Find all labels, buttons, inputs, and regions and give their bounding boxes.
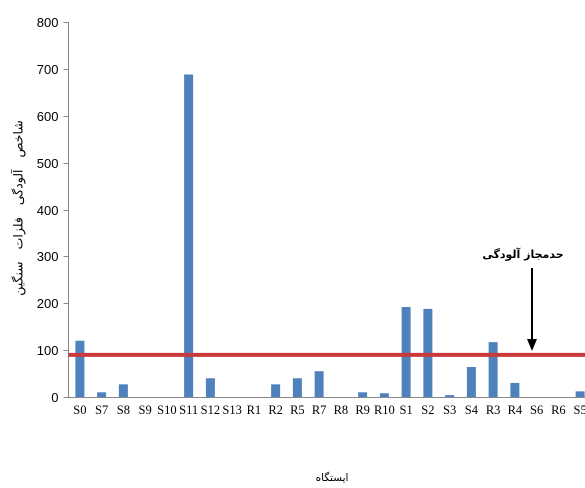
x-tick-label: R3 [486,403,501,417]
y-tick-label: 800 [37,15,59,30]
reference-arrow [527,268,537,351]
bar-r4 [510,382,520,397]
y-tick-label: 200 [37,296,59,311]
x-tick-label: S1 [400,403,413,417]
x-tick-label: S9 [139,403,152,417]
x-tick-label: S6 [530,403,543,417]
bar-r7 [314,371,324,397]
arrow-head-icon [527,339,537,351]
bar-s8 [118,384,128,397]
x-tick-label: R4 [508,403,523,417]
y-tick-label: 700 [37,62,59,77]
x-tick-label: S12 [201,403,220,417]
y-tick-label: 600 [37,109,59,124]
bar-s5 [575,391,585,397]
x-tick-label: R9 [355,403,370,417]
x-tick-label: S0 [73,403,86,417]
x-tick-label: S8 [117,403,130,417]
x-tick-label: R6 [551,403,566,417]
bar-s1 [401,307,411,397]
y-tick-label: 500 [37,156,59,171]
x-axis-title: ایستگاه [316,471,349,484]
bar-s0 [75,340,85,397]
bar-r2 [271,384,281,397]
y-axis-title: شاخص آلودگی فلزات سنگین [11,120,27,296]
x-tick-label: R5 [290,403,305,417]
x-tick-label: R2 [268,403,283,417]
bar-r9 [358,392,368,397]
bar-s3 [445,395,455,397]
y-tick-label: 0 [51,390,58,405]
x-tick-label: S3 [443,403,456,417]
x-tick-label: R8 [334,403,349,417]
bar-s4 [466,367,476,397]
bar-s11 [184,74,194,397]
x-tick-label: S5 [574,403,585,417]
x-tick-label: R10 [374,403,395,417]
bar-s7 [97,392,107,397]
y-tick-label: 100 [37,343,59,358]
y-tick-label: 300 [37,249,59,264]
x-tick-label: S13 [222,403,241,417]
x-tick-label: S4 [465,403,479,417]
x-tick-label: R7 [312,403,327,417]
bar-r5 [292,378,302,397]
x-tick-label: S7 [95,403,108,417]
y-tick-label: 400 [37,203,59,218]
reference-line-label: حدمجاز آلودگی [482,247,563,261]
bar-r10 [379,393,389,397]
bar-r3 [488,342,498,397]
bar-s12 [205,378,215,397]
x-tick-label: S2 [421,403,434,417]
x-tick-label: R1 [247,403,262,417]
bars [68,74,585,398]
x-tick-label: S11 [179,403,198,417]
x-tick-label: S10 [157,403,176,417]
